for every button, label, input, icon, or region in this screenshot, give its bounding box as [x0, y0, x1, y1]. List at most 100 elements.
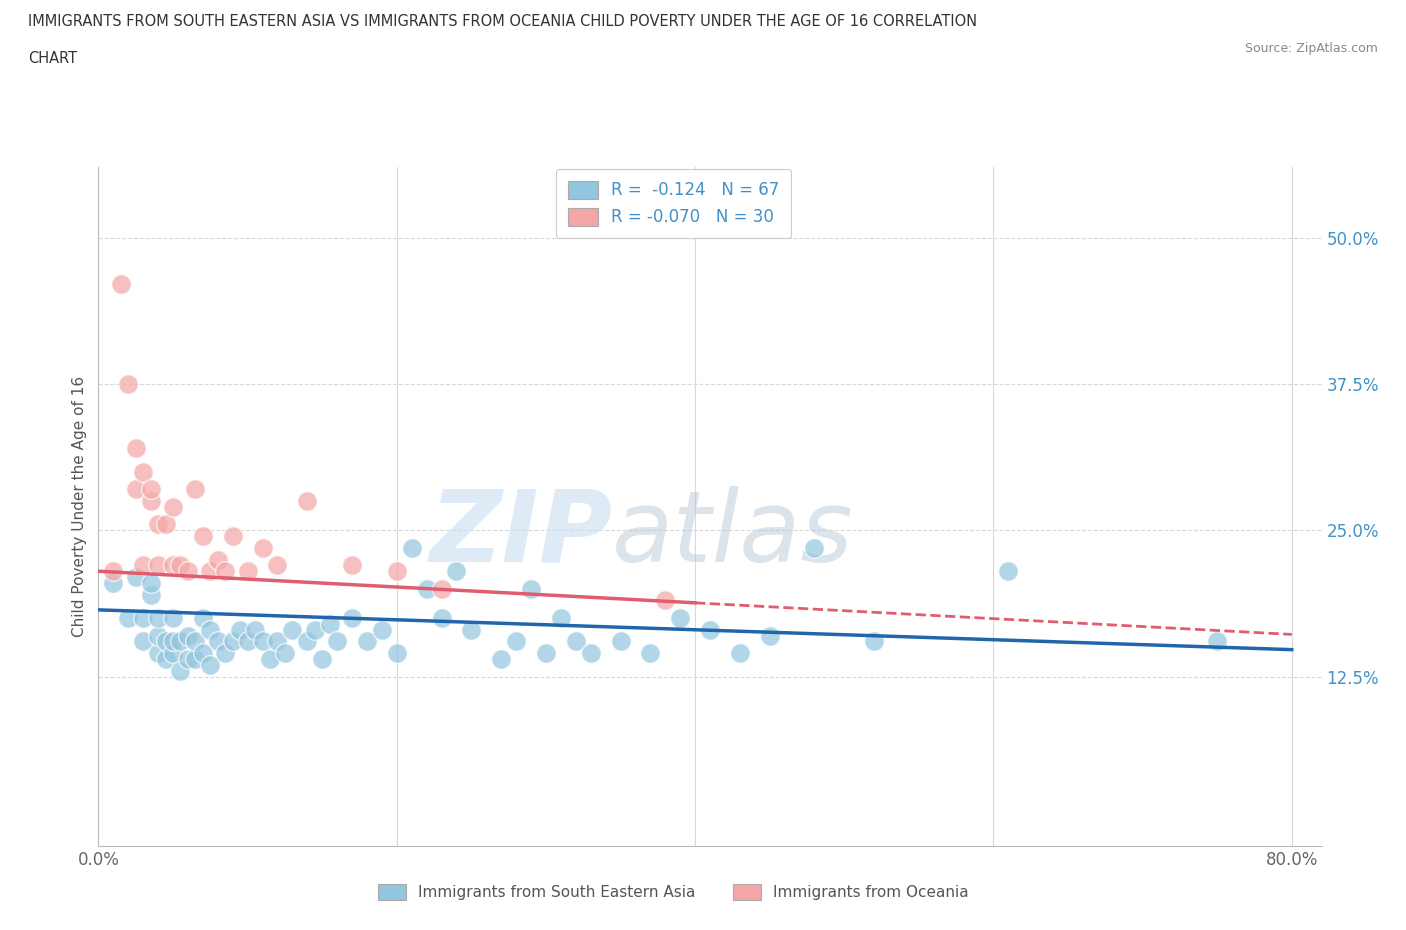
Point — [371, 622, 394, 637]
Point — [207, 552, 229, 567]
Point — [728, 645, 751, 660]
Point — [117, 611, 139, 626]
Point — [125, 441, 148, 456]
Point — [184, 482, 207, 497]
Point — [162, 558, 184, 573]
Point — [184, 634, 207, 649]
Point — [640, 645, 662, 660]
Point — [200, 658, 222, 672]
Point — [191, 528, 214, 543]
Text: ZIP: ZIP — [429, 485, 612, 582]
Point — [446, 564, 468, 578]
Point — [132, 464, 155, 479]
Point — [460, 622, 482, 637]
Point — [146, 517, 169, 532]
Point — [340, 558, 363, 573]
Point — [654, 593, 676, 608]
Point — [110, 277, 132, 292]
Point — [520, 581, 543, 596]
Point — [132, 611, 155, 626]
Point — [385, 645, 408, 660]
Point — [669, 611, 692, 626]
Point — [162, 499, 184, 514]
Point — [221, 528, 243, 543]
Point — [139, 494, 162, 509]
Text: Source: ZipAtlas.com: Source: ZipAtlas.com — [1244, 42, 1378, 55]
Point — [609, 634, 631, 649]
Point — [385, 564, 408, 578]
Point — [200, 564, 222, 578]
Point — [356, 634, 378, 649]
Point — [252, 634, 274, 649]
Point — [274, 645, 297, 660]
Point — [214, 645, 236, 660]
Point — [132, 558, 155, 573]
Point — [259, 652, 281, 667]
Point — [266, 634, 288, 649]
Point — [1206, 634, 1229, 649]
Point — [169, 634, 191, 649]
Point — [534, 645, 557, 660]
Point — [221, 634, 243, 649]
Point — [758, 628, 780, 643]
Point — [191, 645, 214, 660]
Point — [997, 564, 1019, 578]
Point — [803, 540, 825, 555]
Point — [243, 622, 266, 637]
Point — [162, 645, 184, 660]
Point — [103, 576, 125, 591]
Point — [214, 564, 236, 578]
Point — [169, 558, 191, 573]
Point — [177, 564, 200, 578]
Point — [579, 645, 602, 660]
Point — [505, 634, 527, 649]
Point — [162, 611, 184, 626]
Point — [430, 581, 453, 596]
Point — [162, 634, 184, 649]
Point — [236, 564, 259, 578]
Point — [146, 558, 169, 573]
Point — [229, 622, 252, 637]
Point — [139, 587, 162, 602]
Point — [415, 581, 437, 596]
Point — [169, 663, 191, 678]
Point — [146, 611, 169, 626]
Point — [139, 576, 162, 591]
Point — [281, 622, 304, 637]
Point — [177, 628, 200, 643]
Point — [340, 611, 363, 626]
Point — [489, 652, 512, 667]
Point — [550, 611, 572, 626]
Point — [401, 540, 423, 555]
Point — [200, 622, 222, 637]
Point — [863, 634, 886, 649]
Point — [117, 377, 139, 392]
Point — [191, 611, 214, 626]
Point — [430, 611, 453, 626]
Text: IMMIGRANTS FROM SOUTH EASTERN ASIA VS IMMIGRANTS FROM OCEANIA CHILD POVERTY UNDE: IMMIGRANTS FROM SOUTH EASTERN ASIA VS IM… — [28, 14, 977, 29]
Point — [297, 634, 319, 649]
Point — [177, 652, 200, 667]
Point — [304, 622, 326, 637]
Point — [132, 634, 155, 649]
Point — [252, 540, 274, 555]
Point — [326, 634, 349, 649]
Point — [565, 634, 588, 649]
Point — [146, 645, 169, 660]
Y-axis label: Child Poverty Under the Age of 16: Child Poverty Under the Age of 16 — [72, 377, 87, 637]
Point — [155, 652, 177, 667]
Point — [236, 634, 259, 649]
Point — [125, 570, 148, 585]
Point — [125, 482, 148, 497]
Point — [207, 634, 229, 649]
Point — [155, 634, 177, 649]
Point — [266, 558, 288, 573]
Point — [146, 628, 169, 643]
Point — [699, 622, 721, 637]
Text: CHART: CHART — [28, 51, 77, 66]
Point — [103, 564, 125, 578]
Point — [184, 652, 207, 667]
Point — [311, 652, 333, 667]
Text: atlas: atlas — [612, 485, 853, 582]
Point — [297, 494, 319, 509]
